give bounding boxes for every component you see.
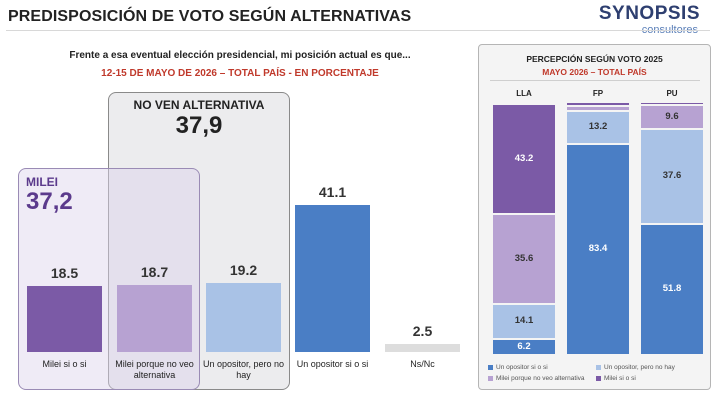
segment-fp-4 bbox=[567, 103, 629, 106]
legend-swatch-1 bbox=[488, 364, 493, 370]
bar-value-label-3: 19.2 bbox=[229, 262, 258, 279]
group-label-milei: MILEI bbox=[26, 175, 58, 189]
legend-swatch-2 bbox=[596, 364, 601, 370]
page-title: PREDISPOSICIÓN DE VOTO SEGÚN ALTERNATIVA… bbox=[8, 8, 412, 25]
segment-pu-2 bbox=[641, 129, 703, 223]
legend-swatch-3 bbox=[488, 375, 493, 381]
segment-value-lla-4: 43.2 bbox=[514, 152, 534, 164]
group-label-no-ven-alternativa: NO VEN ALTERNATIVA bbox=[133, 98, 265, 112]
segment-value-fp-2: 13.2 bbox=[588, 121, 608, 133]
legend-swatch-4 bbox=[596, 375, 601, 381]
legend-item-4: Milei si o si bbox=[596, 375, 636, 382]
legend-item-3: Milei porque no veo alternativa bbox=[488, 375, 585, 382]
legend-item-1: Un opositor si o si bbox=[488, 364, 548, 371]
segment-value-lla-2: 14.1 bbox=[514, 315, 534, 327]
legend-label-1: Un opositor si o si bbox=[496, 364, 548, 371]
bar-category-label-5: Ns/Nc bbox=[410, 359, 435, 369]
brand-name: SYNOPSIS bbox=[598, 3, 700, 24]
segment-value-fp-1: 83.4 bbox=[588, 243, 608, 255]
segment-value-pu-2: 37.6 bbox=[662, 170, 682, 182]
legend-label-3: Milei porque no veo alternativa bbox=[496, 375, 585, 382]
group-value-no-ven-alternativa: 37,9 bbox=[175, 112, 223, 139]
segment-fp-2 bbox=[567, 111, 629, 143]
legend-label-2: Un opositor, pero no hay bbox=[604, 364, 675, 371]
bar-value-label-5: 2.5 bbox=[412, 323, 433, 339]
segment-pu-4 bbox=[641, 103, 703, 104]
bar-value-label-4: 41.1 bbox=[318, 184, 347, 200]
bar-category-label-2: Milei porque no veo alternativa bbox=[115, 359, 194, 380]
segment-fp-3 bbox=[567, 107, 629, 110]
segment-lla-4 bbox=[493, 105, 555, 213]
brand-logo: SYNOPSIS consultores bbox=[598, 3, 700, 37]
bar-category-label-1: Milei si o si bbox=[42, 359, 87, 369]
bar-value-label-2: 18.7 bbox=[140, 264, 169, 281]
legend-item-2: Un opositor, pero no hay bbox=[596, 364, 675, 371]
segment-value-lla-3: 35.6 bbox=[514, 252, 534, 264]
segment-pu-3 bbox=[641, 105, 703, 128]
bar-category-label-3: Un opositor, pero no hay bbox=[202, 359, 285, 380]
main-chart-subtitle: 12-15 DE MAYO DE 2026 – TOTAL PAÍS - EN … bbox=[101, 68, 379, 79]
group-value-milei: 37,2 bbox=[26, 188, 73, 215]
bar-4 bbox=[295, 205, 370, 352]
bar-category-label-4: Un opositor si o si bbox=[296, 359, 369, 369]
bar-3 bbox=[206, 283, 281, 352]
bar-5 bbox=[385, 344, 460, 352]
side-column-header-fp: FP bbox=[592, 89, 604, 98]
segment-value-pu-1: 51.8 bbox=[662, 283, 682, 295]
side-chart-title: PERCEPCIÓN SEGÚN VOTO 2025 bbox=[526, 54, 663, 64]
legend-label-4: Milei si o si bbox=[604, 375, 636, 382]
side-column-header-lla: LLA bbox=[516, 89, 532, 98]
main-chart-title: Frente a esa eventual elección presidenc… bbox=[69, 50, 411, 61]
segment-pu-1 bbox=[641, 224, 703, 354]
side-chart-subtitle: MAYO 2026 – TOTAL PAÍS bbox=[542, 67, 647, 77]
segment-lla-2 bbox=[493, 304, 555, 339]
side-chart-divider bbox=[490, 80, 700, 81]
bar-1 bbox=[27, 285, 102, 352]
segment-value-pu-3: 9.6 bbox=[665, 110, 679, 122]
segment-lla-1 bbox=[493, 340, 555, 354]
bar-2 bbox=[117, 285, 192, 352]
segment-fp-1 bbox=[567, 144, 629, 354]
segment-lla-3 bbox=[493, 214, 555, 303]
segment-value-lla-1: 6.2 bbox=[517, 341, 531, 353]
group-box-milei bbox=[18, 168, 200, 390]
bar-value-label-1: 18.5 bbox=[50, 264, 79, 281]
side-column-header-pu: PU bbox=[666, 89, 678, 98]
header-divider bbox=[6, 30, 710, 31]
